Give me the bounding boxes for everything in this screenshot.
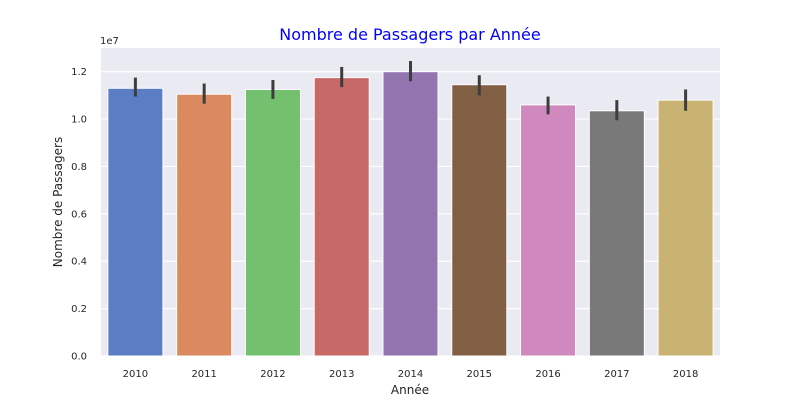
chart-title: Nombre de Passagers par Année bbox=[279, 25, 541, 44]
x-tick-label: 2011 bbox=[191, 369, 216, 380]
bar-2013 bbox=[313, 77, 370, 357]
bar-2015 bbox=[451, 84, 508, 357]
x-tick-label: 2012 bbox=[260, 369, 285, 380]
y-tick-label: 0.8 bbox=[71, 162, 87, 173]
x-tick-label: 2018 bbox=[673, 369, 698, 380]
x-tick-label: 2013 bbox=[329, 369, 354, 380]
bar-2016 bbox=[520, 104, 577, 357]
y-tick-label: 0.2 bbox=[71, 304, 87, 315]
y-axis-ticks: 0.0 0.2 0.4 0.6 0.8 1.0 1.2 bbox=[71, 67, 87, 362]
bars-group bbox=[107, 71, 714, 357]
x-axis-ticks: 2010 2011 2012 2013 2014 2015 2016 2017 2018 bbox=[123, 369, 699, 380]
x-tick-label: 2015 bbox=[467, 369, 492, 380]
y-axis-label: Nombre de Passagers bbox=[51, 137, 65, 267]
y-tick-label: 1.2 bbox=[71, 67, 87, 78]
bar-2010 bbox=[107, 87, 164, 357]
x-tick-label: 2010 bbox=[123, 369, 148, 380]
bar-2018 bbox=[657, 99, 714, 357]
bar-2014 bbox=[382, 71, 439, 357]
y-tick-label: 0.4 bbox=[71, 257, 87, 268]
error-bars-group bbox=[133, 61, 688, 121]
x-axis-label: Année bbox=[391, 383, 429, 397]
bar-2011 bbox=[176, 93, 233, 357]
y-tick-label: 1.0 bbox=[71, 115, 87, 126]
x-tick-label: 2014 bbox=[398, 369, 423, 380]
y-tick-label: 0.6 bbox=[71, 209, 87, 220]
x-tick-label: 2016 bbox=[535, 369, 560, 380]
bar-2012 bbox=[244, 88, 301, 357]
y-axis-offset-label: 1e7 bbox=[100, 36, 119, 47]
y-tick-label: 0.0 bbox=[71, 352, 87, 363]
x-tick-label: 2017 bbox=[604, 369, 629, 380]
bar-2017 bbox=[588, 110, 645, 357]
